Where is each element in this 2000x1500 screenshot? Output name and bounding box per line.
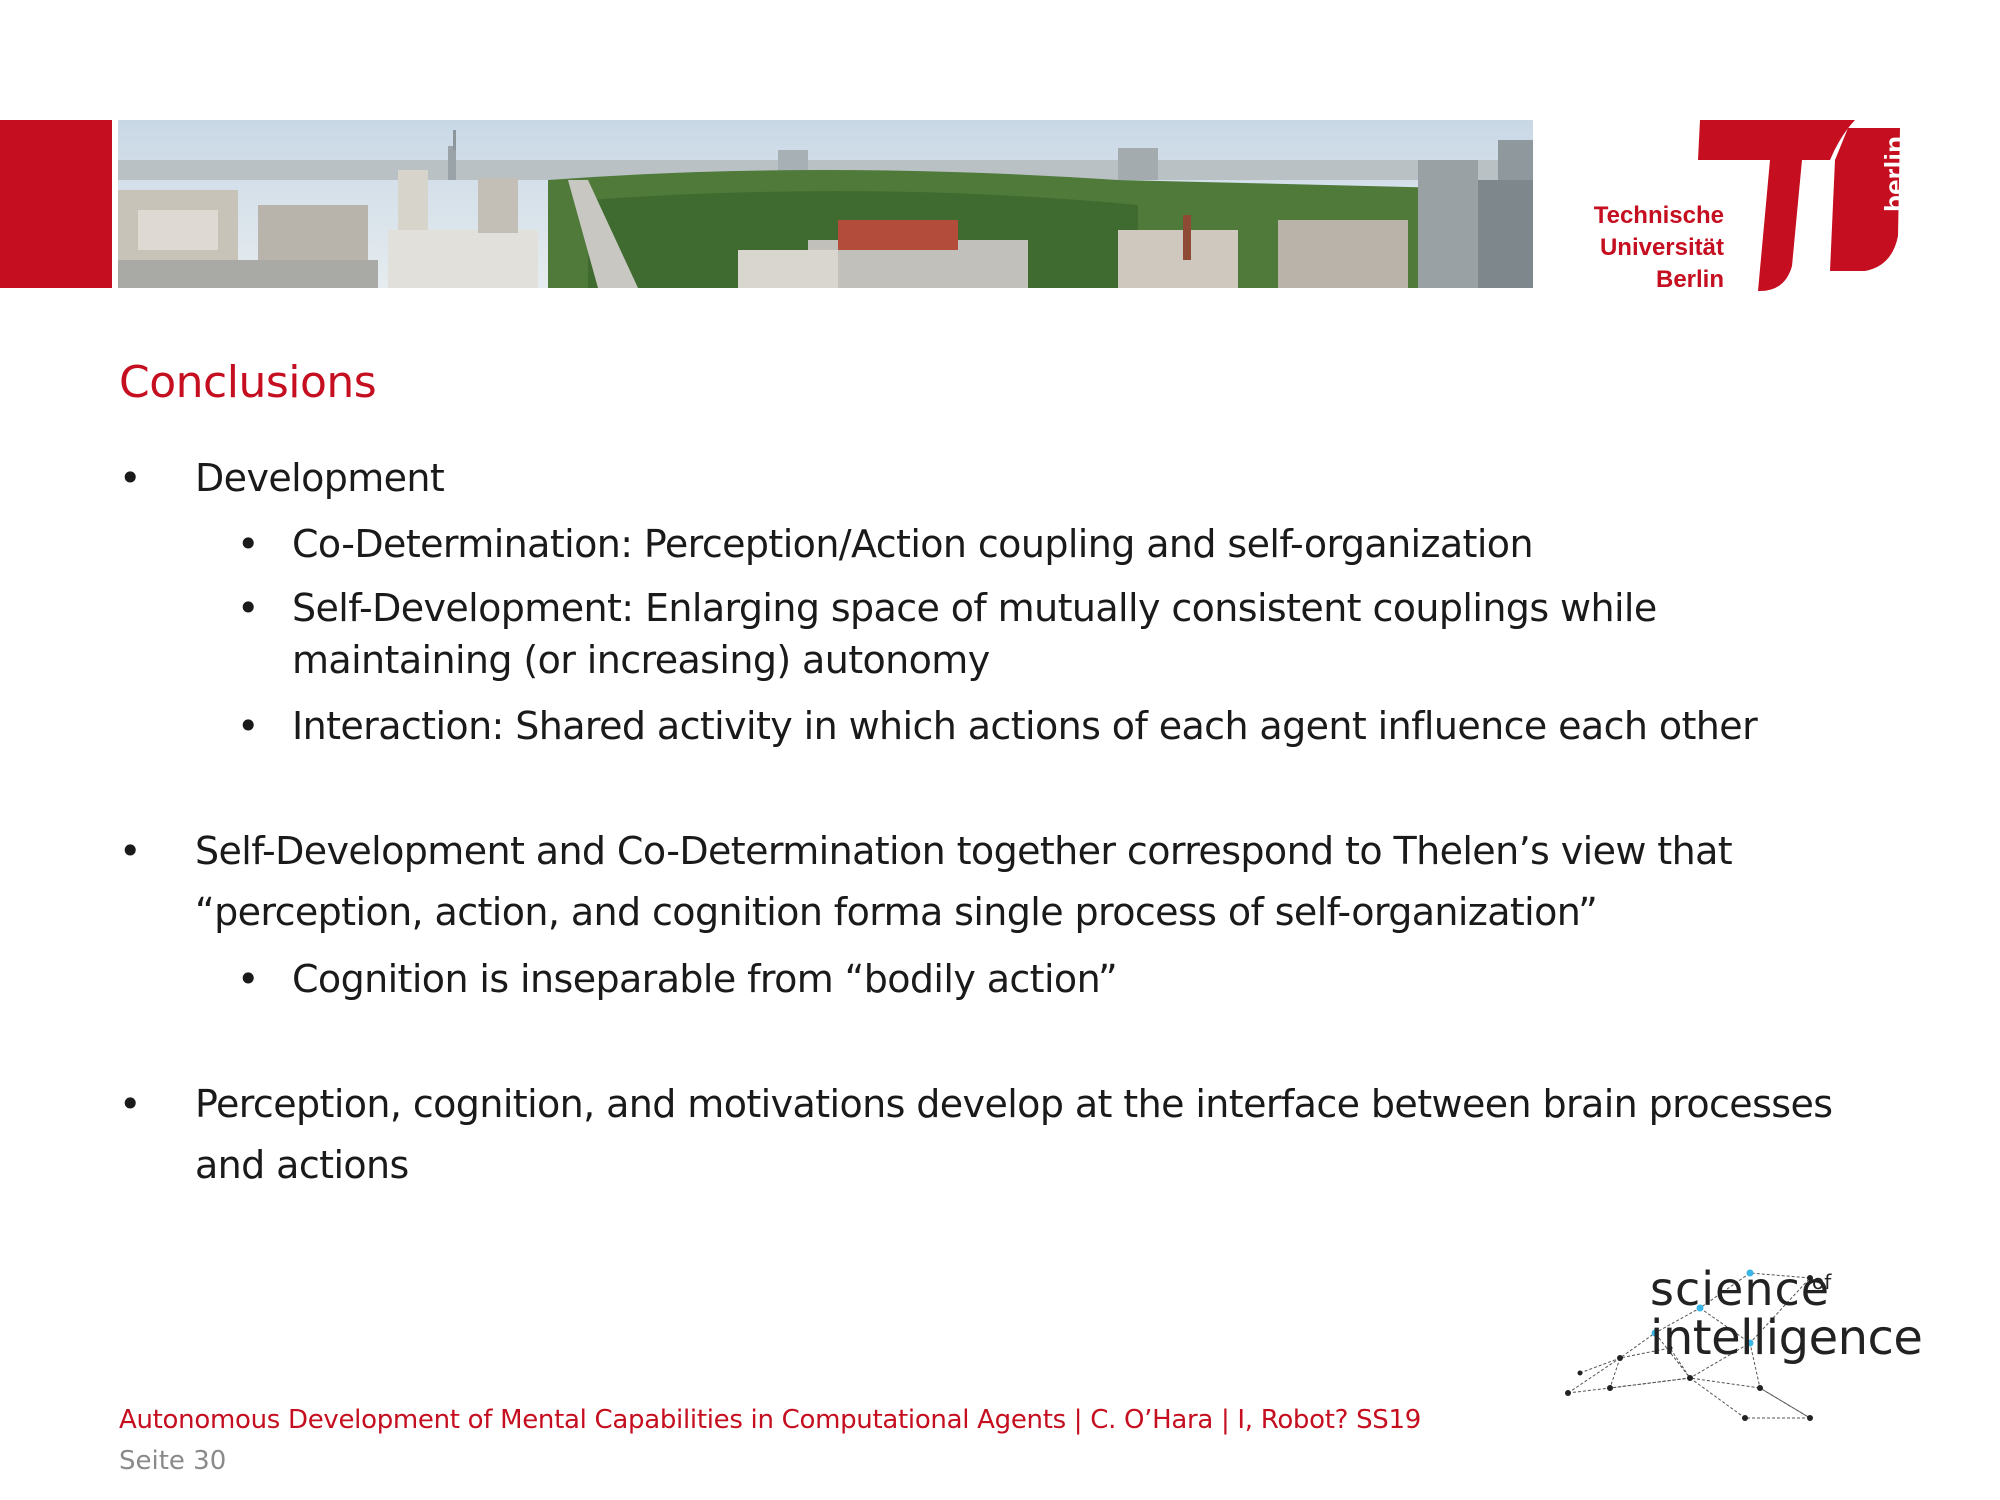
tu-berlin-logo (1698, 120, 1900, 292)
header-red-block (0, 120, 112, 288)
sub-bullet-interaction: Interaction: Shared activity in which ac… (292, 704, 1758, 748)
science-of-intelligence-network-graphic (1565, 1269, 1813, 1421)
soi-intelligence-text: intelligence (1650, 1310, 1923, 1366)
footer-course-info: Autonomous Development of Mental Capabil… (119, 1405, 1421, 1435)
header-banner-cityscape (118, 120, 1533, 288)
university-name-line: Universität (1599, 234, 1724, 261)
soi-of-text: of (1812, 1270, 1832, 1294)
logo-berlin-label: berlin (1879, 135, 1910, 213)
bullet-thelen-line1: Self-Development and Co-Determination to… (195, 829, 1733, 873)
university-name: Technische Universität Berlin (1580, 200, 1724, 296)
sub-bullet-dot: • (237, 522, 260, 566)
sub-bullet-cognition: Cognition is inseparable from “bodily ac… (292, 957, 1118, 1001)
sub-bullet-dot: • (237, 704, 260, 748)
bullet-dot: • (119, 829, 142, 873)
bullet-dot: • (119, 1082, 142, 1126)
bullet-dot: • (119, 456, 142, 500)
slide-title: Conclusions (119, 357, 377, 408)
soi-science-text: science (1650, 1262, 1831, 1316)
sub-bullet-self-development: Self-Development: Enlarging space of mut… (292, 586, 1657, 630)
sub-bullet-co-determination: Co-Determination: Perception/Action coup… (292, 522, 1534, 566)
sub-bullet-self-development-cont: maintaining (or increasing) autonomy (292, 638, 990, 682)
university-name-line: Berlin (1655, 266, 1724, 293)
sub-bullet-dot: • (237, 586, 260, 630)
bullet-perception-line2: and actions (195, 1143, 409, 1187)
bullet-thelen-line2: “perception, action, and cognition forma… (195, 890, 1598, 934)
sub-bullet-dot: • (237, 957, 260, 1001)
bullet-perception-line1: Perception, cognition, and motivations d… (195, 1082, 1833, 1126)
bullet-development: Development (195, 456, 445, 500)
page-number: Seite 30 (119, 1446, 227, 1476)
university-name-line: Technische (1593, 202, 1724, 229)
